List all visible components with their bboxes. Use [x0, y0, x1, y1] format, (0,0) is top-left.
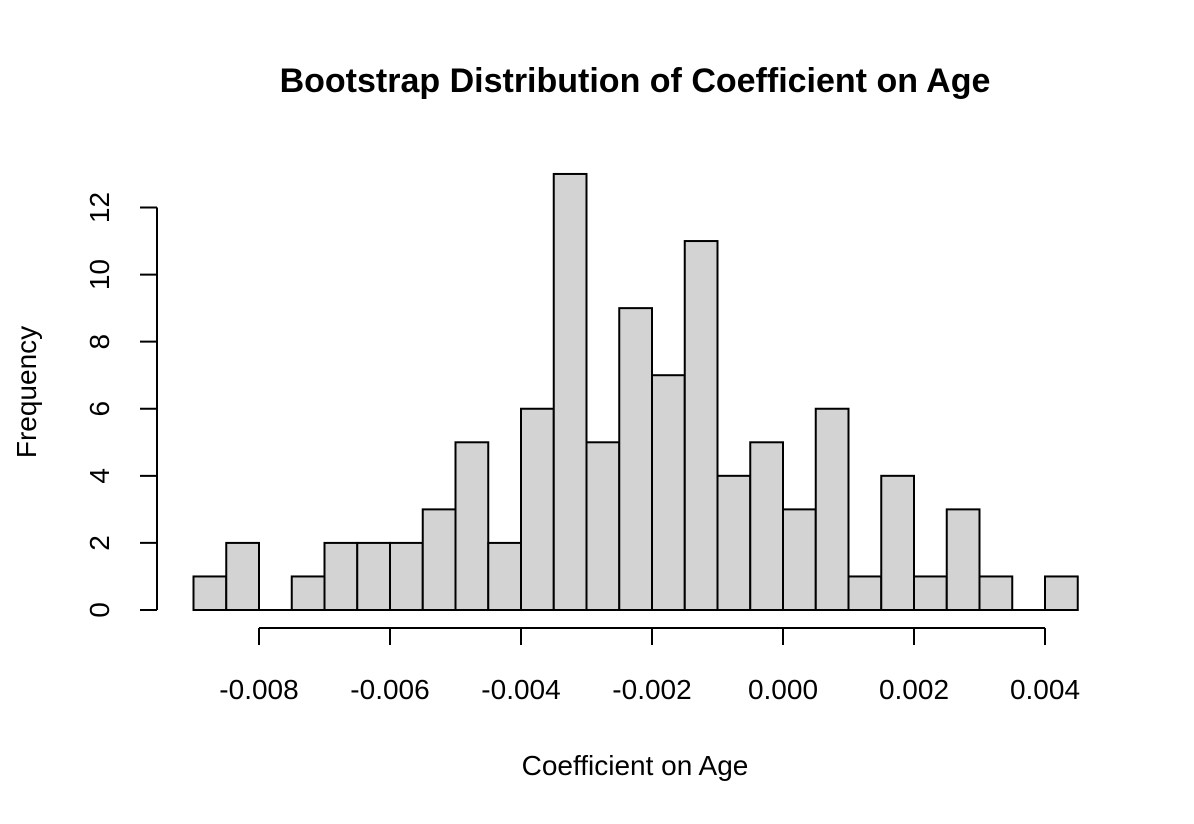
y-tick-label: 8 [84, 334, 115, 350]
y-axis: 0 2 4 6 8 10 12 [84, 192, 158, 618]
x-tick-label: 0.000 [748, 674, 818, 705]
y-tick-label: 0 [84, 602, 115, 618]
histogram-bar [683, 240, 719, 612]
histogram-bar [880, 474, 915, 612]
x-tick-label: -0.006 [350, 674, 429, 705]
histogram-bar [552, 172, 588, 611]
bars-group [192, 172, 1079, 612]
x-tick-label: 0.002 [879, 674, 949, 705]
histogram-bar [814, 407, 850, 611]
histogram-bar [225, 541, 260, 612]
histogram-bar [651, 374, 686, 612]
chart-title: Bootstrap Distribution of Coefficient on… [280, 62, 991, 100]
x-axis: -0.008 -0.006 -0.004 -0.002 0.000 0.002 0.004 [219, 627, 1080, 705]
histogram-bar [192, 575, 228, 611]
histogram-bar [978, 575, 1014, 611]
histogram-bar [585, 441, 621, 611]
x-axis-label: Coefficient on Age [522, 750, 749, 781]
y-axis-label: Frequency [11, 326, 42, 458]
histogram-bar [290, 575, 326, 611]
histogram-bar [913, 575, 948, 611]
histogram-bar [454, 441, 490, 611]
histogram-bar [945, 508, 981, 611]
x-tick-label: -0.008 [219, 674, 298, 705]
y-tick-label: 6 [84, 401, 115, 417]
x-tick-label: -0.004 [481, 674, 560, 705]
x-tick-label: 0.004 [1010, 674, 1080, 705]
y-tick-label: 12 [84, 192, 115, 223]
histogram-bar [716, 474, 752, 612]
x-tick-label: -0.002 [612, 674, 691, 705]
histogram-bar [847, 575, 883, 611]
y-tick-label: 4 [84, 468, 115, 484]
histogram-bar [618, 307, 653, 611]
histogram-bar [749, 441, 784, 611]
histogram-bar [323, 541, 359, 612]
y-tick-label: 10 [84, 259, 115, 290]
histogram-bar [1044, 575, 1079, 611]
histogram-bar [421, 508, 457, 611]
histogram-bar [487, 541, 522, 612]
histogram-bar [782, 508, 817, 611]
histogram-bar [356, 541, 391, 612]
y-tick-label: 2 [84, 535, 115, 551]
histogram-bar [520, 407, 555, 611]
histogram-bar [389, 541, 424, 612]
